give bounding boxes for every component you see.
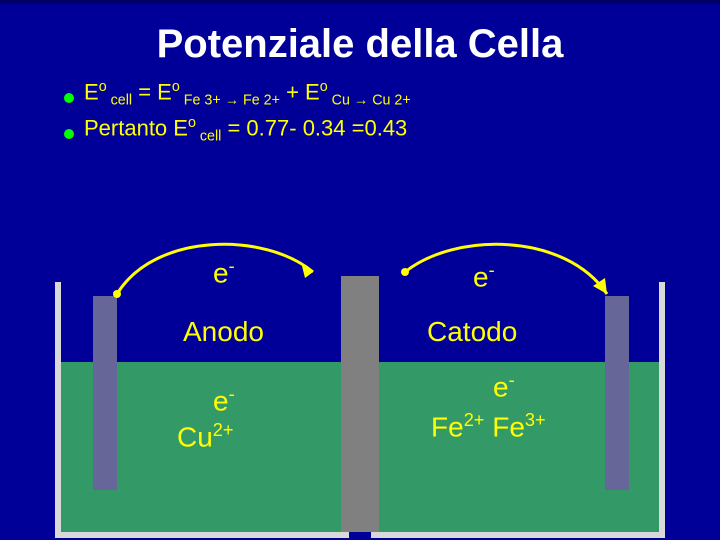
label-e-right: e- <box>473 260 495 293</box>
eq1-arr2: → <box>354 93 372 109</box>
equation-1: Eo cell = Eo Fe 3+ → Fe 2+ + Eo Cu → Cu … <box>84 79 411 109</box>
right-fe3-text: Fe <box>484 411 524 442</box>
bullet-row-1: Eo cell = Eo Fe 3+ → Fe 2+ + Eo Cu → Cu … <box>64 79 720 109</box>
eq2-pert: Pertanto <box>84 115 173 140</box>
eq1-fe3: Fe 3+ <box>180 93 221 109</box>
eq1-E: E <box>84 79 99 104</box>
salt-bridge <box>341 276 379 532</box>
eq1-eq: = <box>132 79 157 104</box>
eq1-E3: E <box>305 79 320 104</box>
eq2-o: o <box>188 115 196 131</box>
electrode-cathode <box>605 296 629 490</box>
left-ion-text: Cu <box>177 421 213 452</box>
eq1-cu: Cu <box>328 93 354 109</box>
label-right-ion: Fe2+ Fe3+ <box>431 410 546 443</box>
right-e-text: e <box>493 371 509 402</box>
bullet-list: Eo cell = Eo Fe 3+ → Fe 2+ + Eo Cu → Cu … <box>0 75 720 144</box>
left-e-sup: - <box>229 384 235 404</box>
e-left-text: e <box>213 257 229 288</box>
eq1-cu2: Cu 2+ <box>372 93 411 109</box>
label-anode: Anodo <box>183 316 264 348</box>
eq1-plus: + <box>280 79 305 104</box>
eq1-o3: o <box>320 79 328 95</box>
right-fe3-sup: 3+ <box>525 410 546 430</box>
right-fe2-text: Fe <box>431 411 464 442</box>
arrow-right-tail <box>401 268 409 276</box>
eq2-E: E <box>173 115 188 140</box>
equation-2: Pertanto Eo cell = 0.77- 0.34 =0.43 <box>84 115 407 145</box>
label-cathode: Catodo <box>427 316 517 348</box>
e-right-text: e <box>473 261 489 292</box>
right-e-sup: - <box>509 370 515 390</box>
bullet-dot-icon <box>64 93 74 103</box>
arrow-left-head <box>301 262 313 278</box>
eq2-cell: cell <box>196 128 221 144</box>
eq2-eq: = 0.77- 0.34 =0.43 <box>221 115 407 140</box>
label-left-ion: Cu2+ <box>177 420 234 453</box>
eq1-cell: cell <box>107 93 132 109</box>
bullet-dot-icon <box>64 129 74 139</box>
left-ion-sup: 2+ <box>213 420 234 440</box>
e-left-sup: - <box>229 256 235 276</box>
slide: Potenziale della Cella Eo cell = Eo Fe 3… <box>0 0 720 540</box>
eq1-E2: E <box>157 79 172 104</box>
right-fe2-sup: 2+ <box>464 410 485 430</box>
eq1-fe2: Fe 2+ <box>243 93 280 109</box>
e-right-sup: - <box>489 260 495 280</box>
electrode-anode <box>93 296 117 490</box>
slide-title: Potenziale della Cella <box>0 4 720 75</box>
eq1-o2: o <box>172 79 180 95</box>
label-e-left: e- <box>213 256 235 289</box>
label-right-e: e- <box>493 370 515 403</box>
eq1-o: o <box>99 79 107 95</box>
bullet-row-2: Pertanto Eo cell = 0.77- 0.34 =0.43 <box>64 115 720 145</box>
left-e-text: e <box>213 385 229 416</box>
label-left-e: e- <box>213 384 235 417</box>
cell-diagram: e- e- Anodo Catodo e- Cu2+ e- Fe2+ Fe3+ <box>55 202 665 540</box>
eq1-arr1: → <box>221 93 243 109</box>
